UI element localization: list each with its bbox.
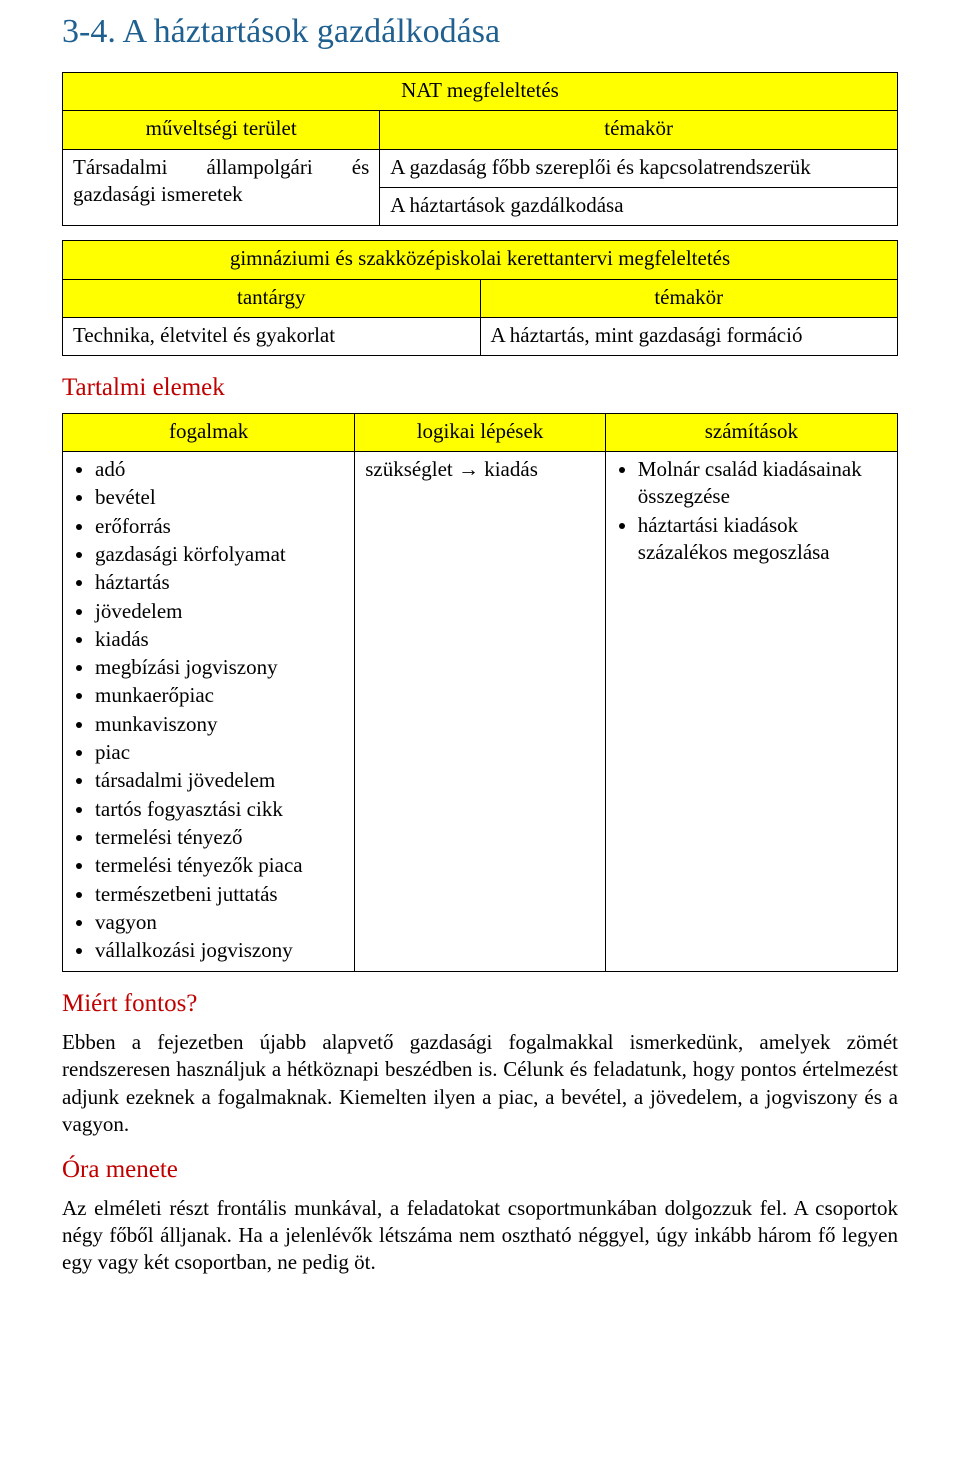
table-tartalmi-h2: logikai lépések — [355, 413, 606, 451]
table-keret-right-label: témakör — [480, 279, 898, 317]
table-tartalmi-h1: fogalmak — [63, 413, 355, 451]
page-title: 3-4. A háztartások gazdálkodása — [62, 10, 898, 54]
list-item: megbízási jogviszony — [95, 654, 344, 682]
section-ora-menete: Óra menete — [62, 1154, 898, 1187]
list-item: erőforrás — [95, 513, 344, 541]
table-nat: NAT megfeleltetés műveltségi terület tém… — [62, 72, 898, 226]
list-item: kiadás — [95, 626, 344, 654]
table-tartalmi-logikai-cell: szükséglet → kiadás — [355, 452, 606, 972]
table-tartalmi-szamitasok-cell: Molnár család kiadásainak összegzéseházt… — [605, 452, 897, 972]
fogalmak-list: adóbevételerőforrásgazdasági körfolyamat… — [73, 456, 344, 965]
table-tartalmi-h3: számítások — [605, 413, 897, 451]
list-item: Molnár család kiadásainak összegzése — [638, 456, 887, 512]
szamitasok-list: Molnár család kiadásainak összegzéseházt… — [616, 456, 887, 567]
list-item: társadalmi jövedelem — [95, 767, 344, 795]
list-item: jövedelem — [95, 598, 344, 626]
table-tartalmi: fogalmak logikai lépések számítások adób… — [62, 413, 898, 973]
section-miert-fontos: Miért fontos? — [62, 988, 898, 1021]
list-item: tartós fogyasztási cikk — [95, 796, 344, 824]
table-nat-right-data-1: A gazdaság főbb szereplői és kapcsolatre… — [380, 149, 898, 187]
list-item: termelési tényezők piaca — [95, 852, 344, 880]
list-item: bevétel — [95, 484, 344, 512]
list-item: munkaerőpiac — [95, 682, 344, 710]
table-nat-right-data-2: A háztartások gazdálkodása — [380, 188, 898, 226]
list-item: háztartás — [95, 569, 344, 597]
table-kerettanterv: gimnáziumi és szakközépiskolai kerettant… — [62, 240, 898, 356]
list-item: háztartási kiadások százalékos megoszlás… — [638, 512, 887, 568]
list-item: adó — [95, 456, 344, 484]
list-item: vállalkozási jogviszony — [95, 937, 344, 965]
table-keret-left-data: Technika, életvitel és gyakorlat — [63, 317, 481, 355]
table-nat-header: NAT megfeleltetés — [63, 73, 898, 111]
table-nat-left-label: műveltségi terület — [63, 111, 380, 149]
list-item: piac — [95, 739, 344, 767]
list-item: gazdasági körfolyamat — [95, 541, 344, 569]
table-keret-left-label: tantárgy — [63, 279, 481, 317]
para-ora-menete: Az elméleti részt frontális munkával, a … — [62, 1195, 898, 1277]
para-miert-fontos: Ebben a fejezetben újabb alapvető gazdas… — [62, 1029, 898, 1138]
list-item: természetbeni juttatás — [95, 881, 344, 909]
table-nat-right-label: témakör — [380, 111, 898, 149]
table-keret-right-data: A háztartás, mint gazdasági formáció — [480, 317, 898, 355]
table-keret-header: gimnáziumi és szakközépiskolai kerettant… — [63, 241, 898, 279]
list-item: termelési tényező — [95, 824, 344, 852]
table-tartalmi-fogalmak-cell: adóbevételerőforrásgazdasági körfolyamat… — [63, 452, 355, 972]
section-tartalmi-elemek: Tartalmi elemek — [62, 372, 898, 405]
table-nat-left-data: Társadalmi állampolgári és gazdasági ism… — [63, 149, 380, 226]
list-item: vagyon — [95, 909, 344, 937]
list-item: munkaviszony — [95, 711, 344, 739]
